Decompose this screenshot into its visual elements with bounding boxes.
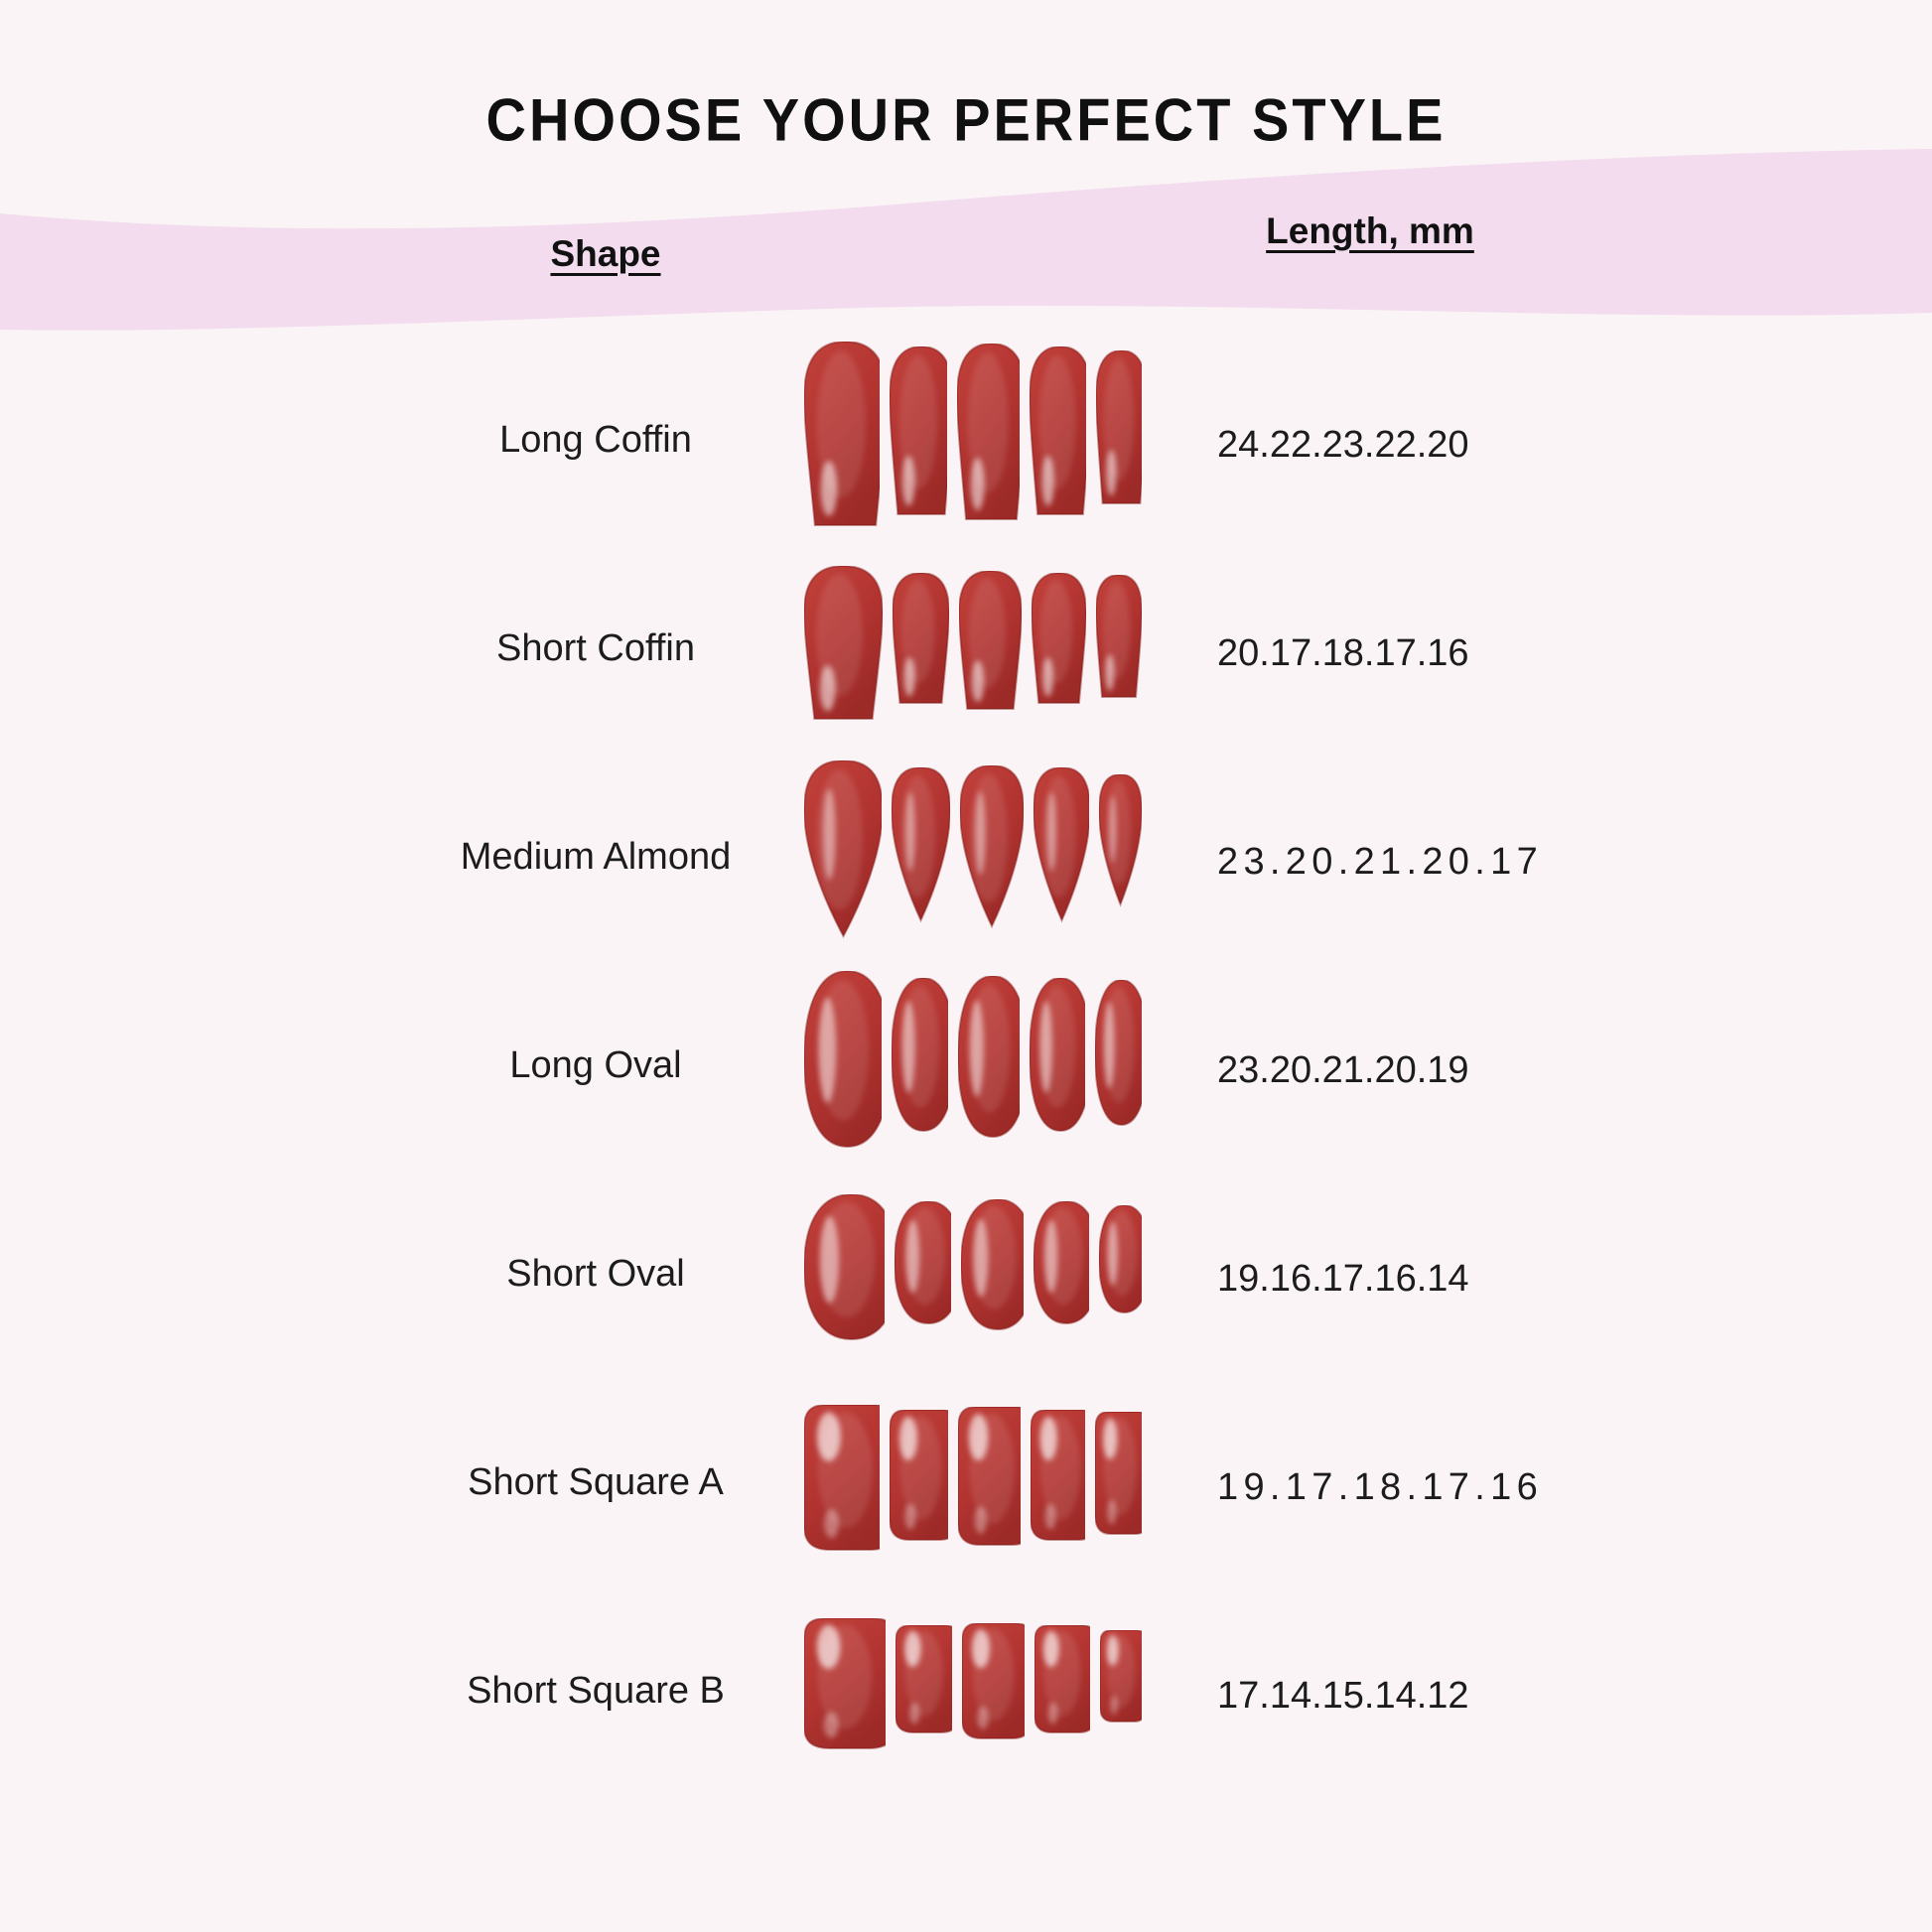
nail-set-image (804, 565, 1152, 732)
table-row: Long Coffin (0, 336, 1932, 544)
nail-oval (1033, 1200, 1089, 1324)
nail-almond (804, 759, 883, 938)
shape-label: Short Oval (506, 1252, 685, 1295)
nail-square (890, 1409, 948, 1541)
nail-coffin (889, 346, 948, 515)
pink-wave-ribbon (0, 149, 1932, 331)
shape-label: Long Coffin (499, 418, 692, 461)
shape-label: Short Square A (468, 1460, 724, 1503)
nail-set-image (804, 1617, 1152, 1764)
nail-coffin (893, 572, 949, 704)
shape-label: Medium Almond (460, 835, 732, 878)
nail-oval (1030, 978, 1085, 1133)
nail-square (804, 1617, 886, 1749)
shape-label: Short Coffin (496, 626, 695, 669)
nail-set-image (804, 342, 1152, 538)
nail-almond (960, 764, 1024, 928)
nail-square (1095, 1411, 1142, 1535)
nail-coffin (804, 565, 883, 720)
nail-oval (894, 1200, 952, 1324)
shape-label: Long Oval (509, 1043, 682, 1086)
shape-label: Short Square B (467, 1669, 725, 1712)
nail-coffin (1095, 350, 1142, 504)
style-table: Long Coffin (0, 336, 1932, 1795)
table-row: Short Square A (0, 1378, 1932, 1587)
table-row: Short Oval (0, 1170, 1932, 1378)
header-band: Shape Length, mm (0, 139, 1932, 367)
length-values: 19.17.18.17.16 (1217, 1465, 1544, 1508)
length-values: 20.17.18.17.16 (1217, 631, 1469, 674)
nail-set-image (804, 759, 1152, 954)
nail-almond (1033, 766, 1090, 922)
nail-square (962, 1622, 1026, 1739)
table-row: Short Square B (0, 1587, 1932, 1795)
nail-coffin (959, 570, 1022, 710)
nail-coffin (804, 342, 880, 526)
nail-oval (1098, 1204, 1143, 1313)
nail-square (1030, 1409, 1086, 1541)
nail-oval (804, 971, 882, 1149)
length-values: 19.16.17.16.14 (1217, 1257, 1469, 1300)
table-row: Long Oval (0, 961, 1932, 1170)
nail-almond (892, 766, 951, 922)
length-values: 23.20.21.20.19 (1217, 1048, 1469, 1091)
nail-set-image (804, 1193, 1152, 1354)
table-row: Short Coffin (0, 544, 1932, 753)
length-values: 23.20.21.20.17 (1217, 840, 1544, 883)
nail-square (1035, 1624, 1090, 1733)
nail-almond (1099, 773, 1143, 907)
nail-square (895, 1624, 953, 1733)
nail-coffin (1032, 572, 1086, 704)
nail-oval (891, 978, 948, 1133)
nail-oval (957, 976, 1021, 1139)
nail-square (1099, 1629, 1142, 1723)
page-title: CHOOSE YOUR PERFECT STYLE (485, 84, 1447, 154)
nail-square (804, 1404, 881, 1551)
shape-column-header: Shape (550, 233, 661, 274)
length-column-header: Length, mm (1266, 210, 1474, 251)
nail-oval (1094, 980, 1142, 1127)
nail-coffin (957, 344, 1020, 520)
nail-square (957, 1406, 1021, 1546)
table-row: Medium Almond (0, 753, 1932, 961)
nail-set-image (804, 1404, 1152, 1561)
nail-coffin (1096, 574, 1142, 698)
length-values: 24.22.23.22.20 (1217, 423, 1469, 466)
nail-coffin (1029, 346, 1086, 515)
nail-set-image (804, 971, 1152, 1160)
nail-oval (804, 1193, 885, 1340)
length-values: 17.14.15.14.12 (1217, 1674, 1469, 1717)
nail-oval (961, 1198, 1024, 1330)
